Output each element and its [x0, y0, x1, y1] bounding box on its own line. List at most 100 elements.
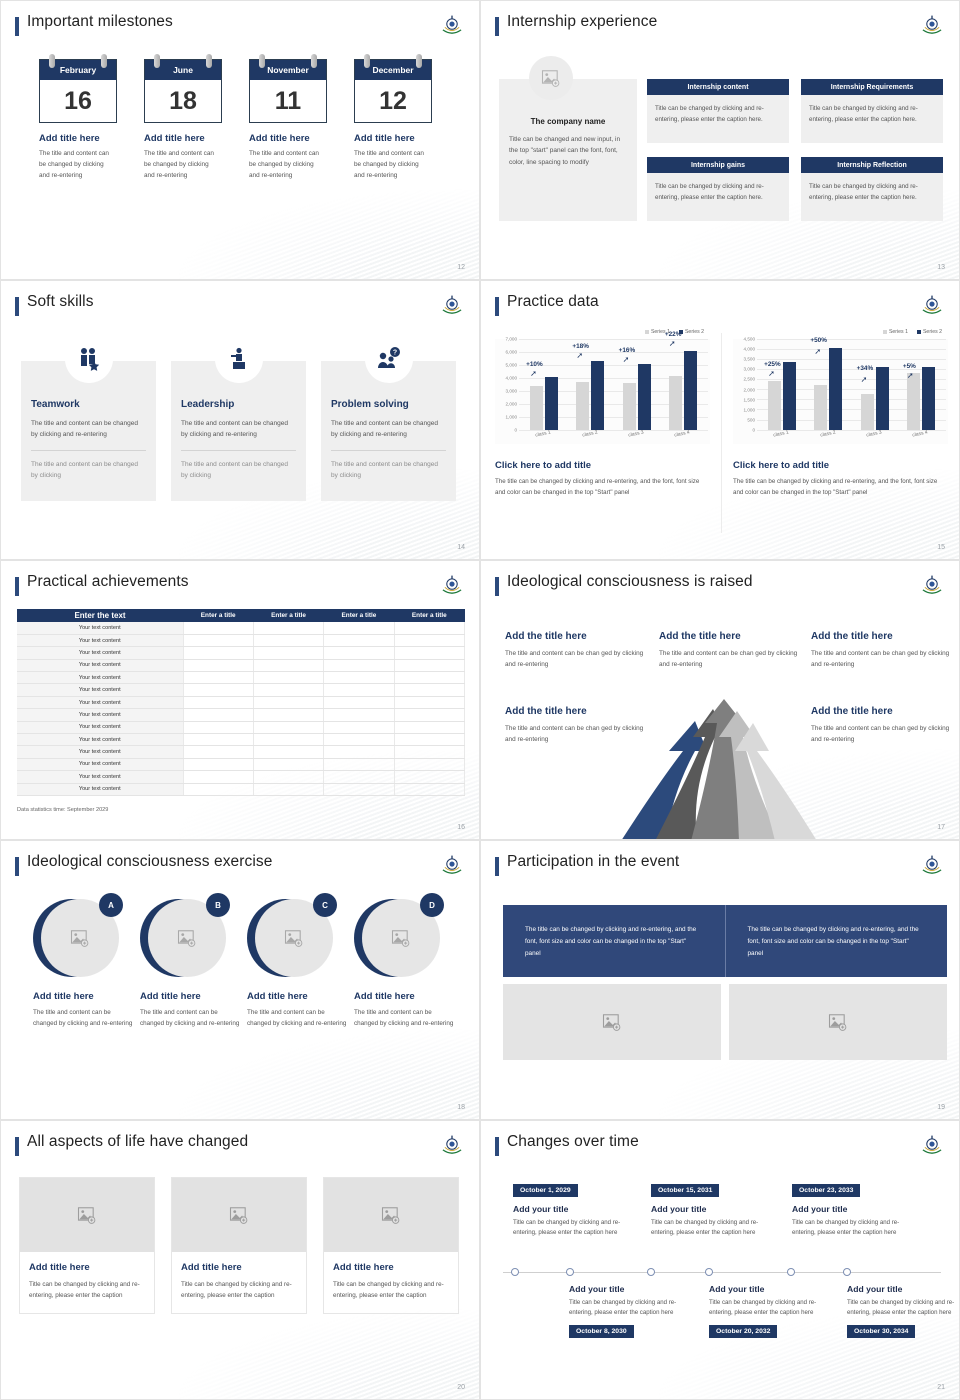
company-panel[interactable]: The company name Title can be changed an…: [499, 79, 637, 221]
table-cell[interactable]: [253, 696, 325, 710]
timeline-item-top[interactable]: October 1, 2029 Add your title Title can…: [513, 1179, 631, 1239]
table-cell[interactable]: [323, 659, 395, 673]
image-placeholder-circle[interactable]: [529, 56, 573, 100]
table-cell[interactable]: [323, 683, 395, 697]
table-cell[interactable]: [253, 671, 325, 685]
timeline-item-bottom[interactable]: Add your title Title can be changed by c…: [569, 1284, 687, 1338]
table-cell[interactable]: [394, 708, 466, 722]
image-placeholder[interactable]: [503, 984, 721, 1060]
table-cell[interactable]: [253, 745, 325, 759]
arrow-text-item[interactable]: Add the title here The title and content …: [811, 631, 959, 670]
table-cell[interactable]: [183, 646, 254, 660]
table-row[interactable]: Your text content: [17, 634, 466, 648]
life-card[interactable]: Add title here Title can be changed by cl…: [171, 1177, 307, 1315]
table-cell[interactable]: [253, 634, 325, 648]
table-row[interactable]: Your text content: [17, 708, 466, 722]
table-row[interactable]: Your text content: [17, 770, 466, 784]
table-cell[interactable]: [253, 683, 325, 697]
table-row[interactable]: Your text content: [17, 683, 466, 697]
table-cell[interactable]: [394, 733, 466, 747]
exercise-circle-c[interactable]: C Add title here The title and content ca…: [247, 893, 347, 1029]
table-cell[interactable]: [394, 683, 466, 697]
table-row[interactable]: Your text content: [17, 696, 466, 710]
table-cell[interactable]: [183, 721, 254, 735]
table-cell[interactable]: [394, 770, 466, 784]
milestone-item[interactable]: December 12 Add title here The title and…: [354, 54, 432, 182]
table-cell[interactable]: [183, 708, 254, 722]
chart-caption[interactable]: Click here to add title The title can be…: [733, 460, 948, 498]
timeline-item-top[interactable]: October 15, 2031 Add your title Title ca…: [651, 1179, 769, 1239]
image-placeholder[interactable]: [172, 1178, 306, 1252]
table-cell[interactable]: [183, 622, 254, 635]
table-cell[interactable]: [183, 683, 254, 697]
table-cell[interactable]: [394, 696, 466, 710]
table-row[interactable]: Your text content: [17, 671, 466, 685]
image-placeholder[interactable]: [20, 1178, 154, 1252]
milestone-item[interactable]: February 16 Add title here The title and…: [39, 54, 117, 182]
table-cell[interactable]: [253, 622, 325, 635]
arrow-text-item[interactable]: Add the title here The title and content …: [505, 706, 655, 745]
table-cell[interactable]: [253, 659, 325, 673]
skill-card-problem-solving[interactable]: ? Problem solving The title and content …: [321, 335, 456, 501]
milestone-item[interactable]: June 18 Add title here The title and con…: [144, 54, 222, 182]
event-text-banner[interactable]: The title can be changed by clicking and…: [503, 905, 947, 977]
table-cell[interactable]: [323, 696, 395, 710]
table-cell[interactable]: [183, 758, 254, 772]
table-cell[interactable]: [394, 671, 466, 685]
table-cell[interactable]: [253, 708, 325, 722]
table-cell[interactable]: [183, 696, 254, 710]
table-cell[interactable]: [394, 622, 466, 635]
exercise-circle-a[interactable]: A Add title here The title and content ca…: [33, 893, 133, 1029]
table-cell[interactable]: [323, 622, 395, 635]
table-cell[interactable]: [253, 783, 325, 796]
table-row[interactable]: Your text content: [17, 783, 466, 796]
table-row[interactable]: Your text content: [17, 622, 466, 635]
internship-box[interactable]: Internship Requirements Title can be cha…: [801, 79, 943, 143]
exercise-circle-b[interactable]: B Add title here The title and content ca…: [140, 893, 240, 1029]
table-cell[interactable]: [183, 733, 254, 747]
arrow-text-item[interactable]: Add the title here The title and content …: [505, 631, 655, 670]
table-cell[interactable]: [394, 646, 466, 660]
internship-box[interactable]: Internship content Title can be changed …: [647, 79, 789, 143]
table-cell[interactable]: [253, 770, 325, 784]
table-row[interactable]: Your text content: [17, 721, 466, 735]
milestone-item[interactable]: November 11 Add title here The title and…: [249, 54, 327, 182]
table-cell[interactable]: [253, 758, 325, 772]
timeline-item-top[interactable]: October 23, 2033 Add your title Title ca…: [792, 1179, 910, 1239]
table-cell[interactable]: [183, 745, 254, 759]
arrow-text-item[interactable]: Add the title here The title and content …: [659, 631, 809, 670]
life-card[interactable]: Add title here Title can be changed by cl…: [19, 1177, 155, 1315]
table-cell[interactable]: [394, 659, 466, 673]
table-row[interactable]: Your text content: [17, 745, 466, 759]
internship-box[interactable]: Internship Reflection Title can be chang…: [801, 157, 943, 221]
table-cell[interactable]: [253, 646, 325, 660]
table-row[interactable]: Your text content: [17, 733, 466, 747]
table-cell[interactable]: [394, 745, 466, 759]
table-cell[interactable]: [323, 733, 395, 747]
life-card[interactable]: Add title here Title can be changed by cl…: [323, 1177, 459, 1315]
table-cell[interactable]: [394, 634, 466, 648]
skill-card-leadership[interactable]: Leadership The title and content can be …: [171, 335, 306, 501]
table-cell[interactable]: [394, 758, 466, 772]
table-cell[interactable]: [323, 671, 395, 685]
table-cell[interactable]: [323, 745, 395, 759]
table-row[interactable]: Your text content: [17, 758, 466, 772]
table-cell[interactable]: [323, 646, 395, 660]
table-cell[interactable]: [323, 708, 395, 722]
chart-caption[interactable]: Click here to add title The title can be…: [495, 460, 710, 498]
table-cell[interactable]: [183, 783, 254, 796]
table-cell[interactable]: [323, 783, 395, 796]
table-cell[interactable]: [183, 659, 254, 673]
table-cell[interactable]: [183, 770, 254, 784]
table-cell[interactable]: [183, 671, 254, 685]
exercise-circle-d[interactable]: D Add title here The title and content ca…: [354, 893, 454, 1029]
skill-card-teamwork[interactable]: Teamwork The title and content can be ch…: [21, 335, 156, 501]
table-row[interactable]: Your text content: [17, 646, 466, 660]
image-placeholder[interactable]: [324, 1178, 458, 1252]
table-row[interactable]: Your text content: [17, 659, 466, 673]
timeline-item-bottom[interactable]: Add your title Title can be changed by c…: [847, 1284, 959, 1338]
table-cell[interactable]: [183, 634, 254, 648]
table-cell[interactable]: [323, 721, 395, 735]
achievements-table[interactable]: Enter the text Enter a title Enter a tit…: [17, 609, 466, 796]
image-placeholder[interactable]: [729, 984, 947, 1060]
